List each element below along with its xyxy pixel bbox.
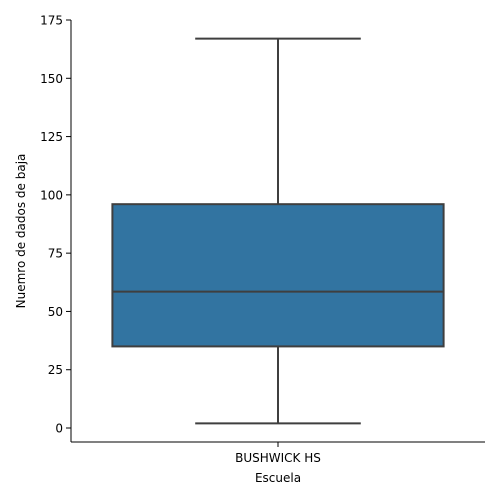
y-tick-label: 50 [48,305,63,319]
y-axis-ticks: 0 25 50 75 100 125 150 175 [40,14,71,436]
y-tick-label: 75 [48,247,63,261]
iqr-box [111,203,445,348]
y-axis-label: Nuemro de dados de baja [14,154,28,309]
x-axis-label: Escuela [255,471,301,485]
y-tick-label: 25 [48,363,63,377]
x-tick-label: BUSHWICK HS [235,451,321,465]
y-tick-label: 125 [40,130,63,144]
y-tick-label: 0 [55,422,63,436]
y-tick-label: 150 [40,72,63,86]
box-plot-marks [111,37,445,425]
y-tick-label: 100 [40,188,63,202]
x-axis-ticks: BUSHWICK HS [235,442,321,465]
y-tick-label: 175 [40,14,63,28]
